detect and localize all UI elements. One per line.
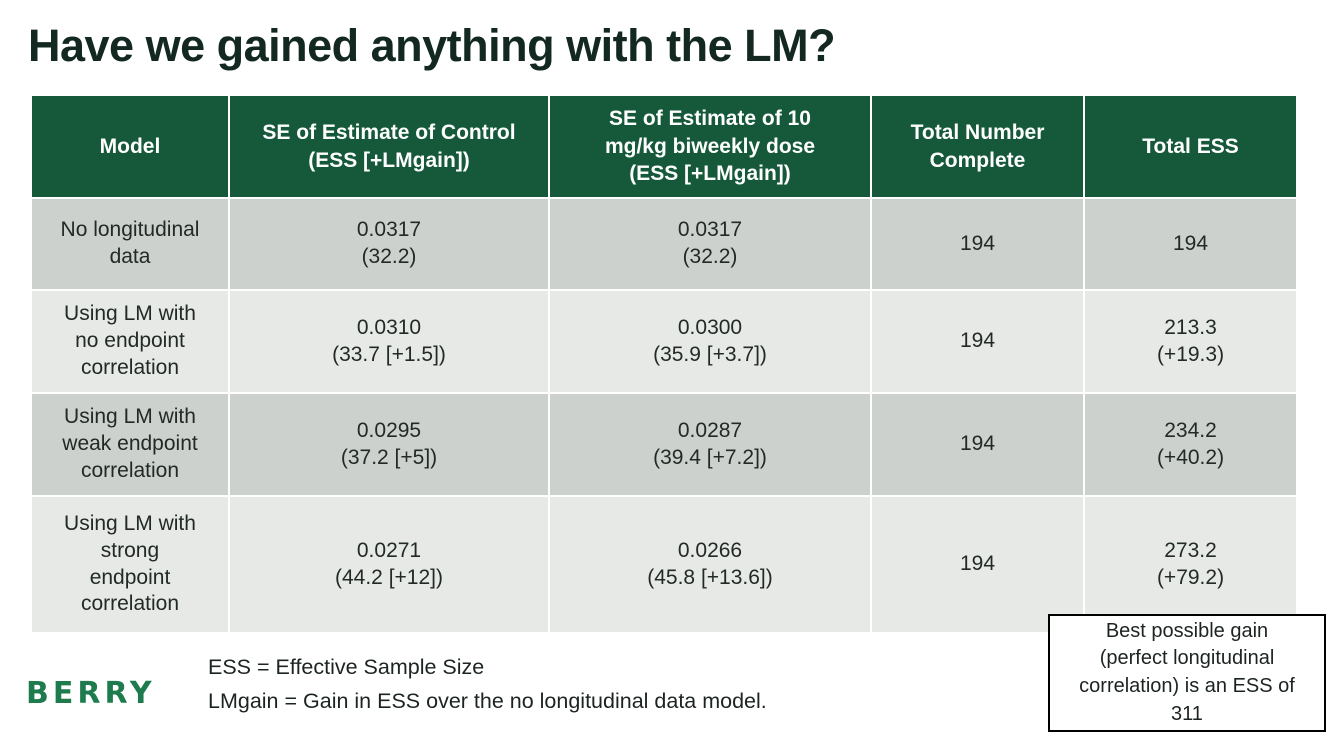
footnote-lmgain: LMgain = Gain in ESS over the no longitu… [208, 689, 767, 713]
row0-total-complete: 194 [872, 199, 1083, 289]
row1-model: Using LM with no endpoint correlation [32, 291, 228, 392]
header-cell-total-ess: Total ESS [1085, 96, 1296, 197]
row1-total-ess: 213.3 (+19.3) [1085, 291, 1296, 392]
row2-se-control: 0.0295 (37.2 [+5]) [230, 394, 548, 495]
footnotes: ESS = Effective Sample Size LMgain = Gai… [208, 650, 767, 718]
row3-se-dose: 0.0266 (45.8 [+13.6]) [550, 497, 870, 632]
berry-logo: BERRY [26, 676, 156, 711]
header-cell-total-complete: Total Number Complete [872, 96, 1083, 197]
row3-se-control: 0.0271 (44.2 [+12]) [230, 497, 548, 632]
row0-se-dose: 0.0317 (32.2) [550, 199, 870, 289]
row0-total-ess: 194 [1085, 199, 1296, 289]
row2-total-complete: 194 [872, 394, 1083, 495]
row2-total-ess: 234.2 (+40.2) [1085, 394, 1296, 495]
header-cell-model: Model [32, 96, 228, 197]
row2-se-dose: 0.0287 (39.4 [+7.2]) [550, 394, 870, 495]
header-cell-se-control: SE of Estimate of Control (ESS [+LMgain]… [230, 96, 548, 197]
page-title: Have we gained anything with the LM? [28, 20, 836, 71]
header-cell-se-dose: SE of Estimate of 10 mg/kg biweekly dose… [550, 96, 870, 197]
row2-model: Using LM with weak endpoint correlation [32, 394, 228, 495]
row3-total-ess: 273.2 (+79.2) [1085, 497, 1296, 632]
callout-best-possible-gain: Best possible gain (perfect longitudinal… [1048, 614, 1326, 732]
row3-total-complete: 194 [872, 497, 1083, 632]
row0-se-control: 0.0317 (32.2) [230, 199, 548, 289]
results-table: Model SE of Estimate of Control (ESS [+L… [32, 96, 1296, 632]
row0-model: No longitudinal data [32, 199, 228, 289]
row1-total-complete: 194 [872, 291, 1083, 392]
row1-se-dose: 0.0300 (35.9 [+3.7]) [550, 291, 870, 392]
row1-se-control: 0.0310 (33.7 [+1.5]) [230, 291, 548, 392]
row3-model: Using LM with strong endpoint correlatio… [32, 497, 228, 632]
footnote-ess: ESS = Effective Sample Size [208, 655, 485, 679]
